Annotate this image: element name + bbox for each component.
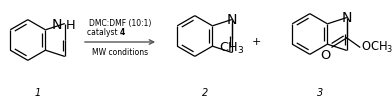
Text: N: N	[227, 13, 237, 27]
Text: H: H	[66, 19, 75, 32]
Text: DMC:DMF (10:1): DMC:DMF (10:1)	[89, 19, 151, 28]
Text: O: O	[320, 49, 330, 62]
Text: N: N	[341, 11, 352, 24]
Text: catalyst: catalyst	[87, 28, 120, 37]
Text: +: +	[251, 37, 261, 47]
Text: MW conditions: MW conditions	[92, 48, 148, 57]
Text: CH$_3$: CH$_3$	[219, 41, 245, 56]
Text: OCH$_3$: OCH$_3$	[361, 40, 392, 55]
Text: 3: 3	[317, 88, 323, 98]
Text: 1: 1	[35, 88, 41, 98]
Text: 4: 4	[120, 28, 125, 37]
Text: 2: 2	[202, 88, 208, 98]
Text: N: N	[51, 18, 62, 32]
